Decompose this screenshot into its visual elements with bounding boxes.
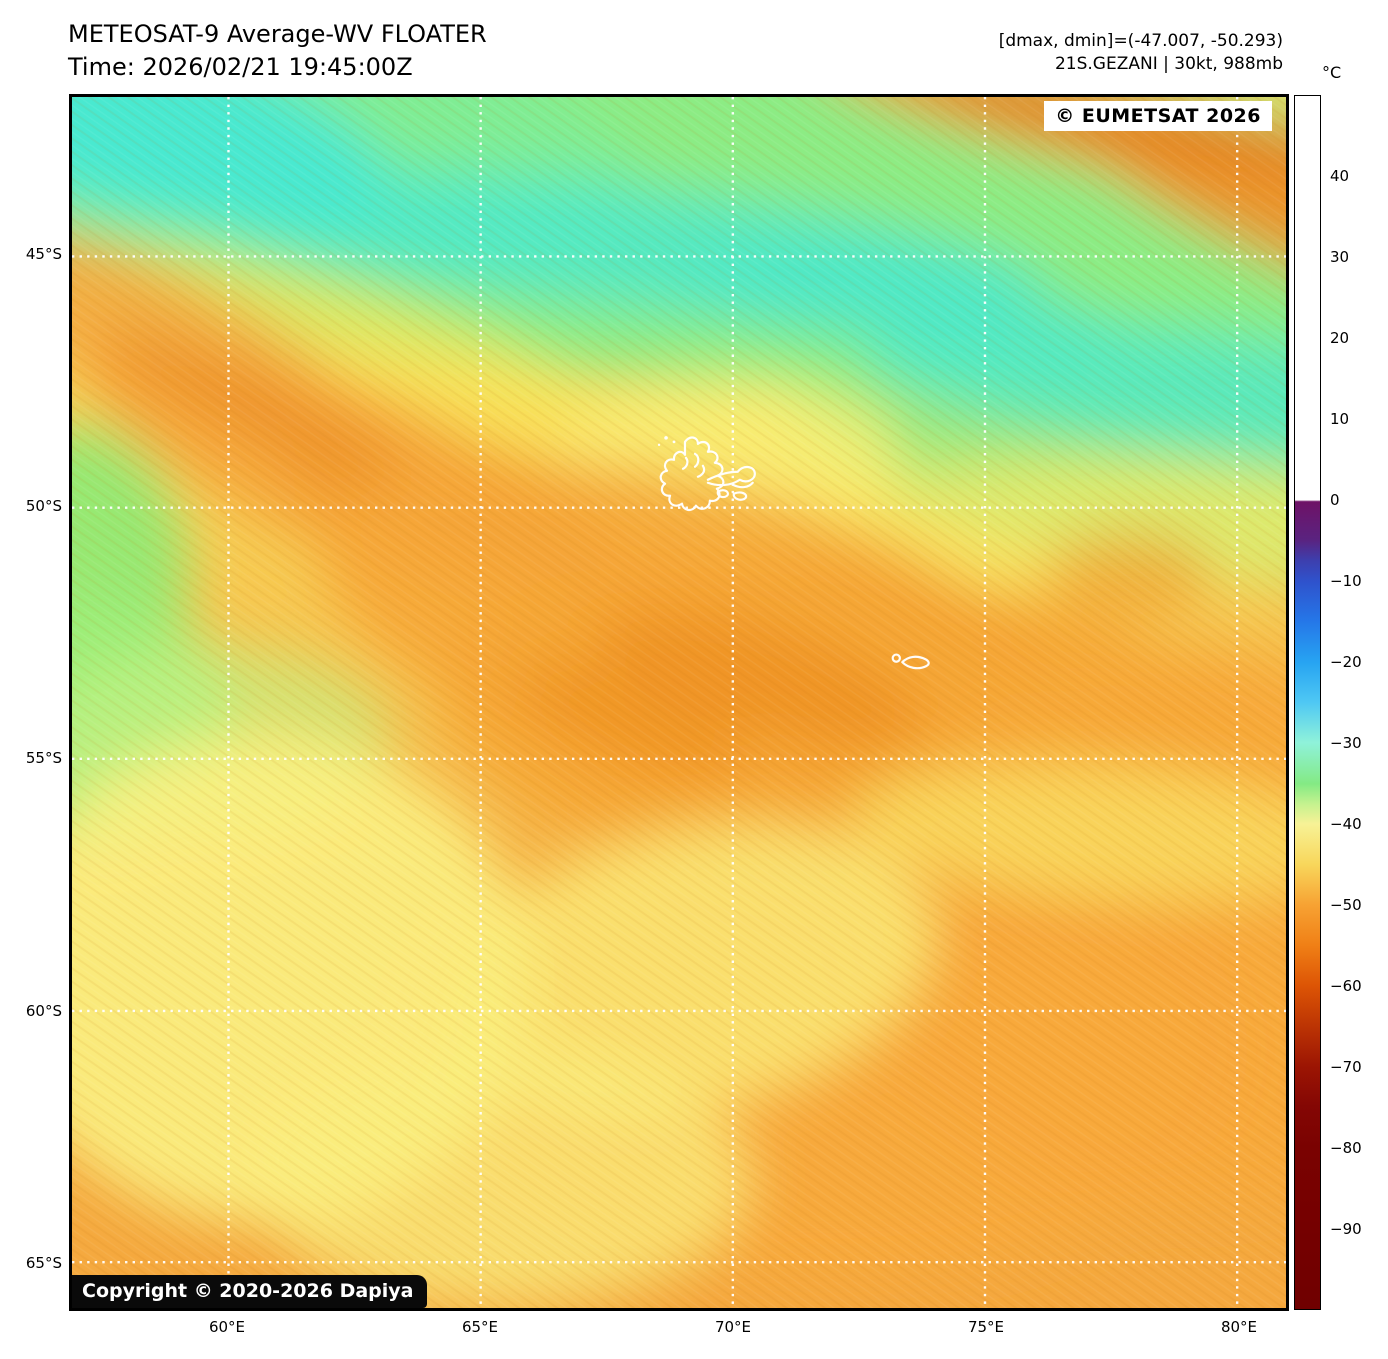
colorbar-unit-label: °C [1322,63,1342,82]
y-axis-tick-label: 55°S [25,749,62,767]
colorbar-tick-label: 40 [1330,167,1350,185]
header-info-block: [dmax, dmin]=(-47.007, -50.293) 21S.GEZA… [999,30,1283,76]
colorbar-tick-label: −70 [1330,1058,1362,1076]
colorbar-tick-label: −60 [1330,977,1362,995]
colorbar-tick-label: −50 [1330,896,1362,914]
kerguelen-island-outline [657,436,756,512]
y-axis-tick-label: 50°S [25,497,62,515]
colorbar-tick-label: −90 [1330,1220,1362,1238]
x-axis-tick-label: 60°E [208,1318,246,1336]
header-title-block: METEOSAT-9 Average-WV FLOATER Time: 2026… [68,18,487,84]
storm-info: 21S.GEZANI | 30kt, 988mb [1054,54,1283,74]
colorbar-tick-label: −20 [1330,653,1362,671]
y-axis-tick-label: 45°S [25,245,62,263]
x-axis-tick-label: 80°E [1220,1318,1258,1336]
y-axis-tick-label: 65°S [25,1254,62,1272]
colorbar-tick-label: −80 [1330,1139,1362,1157]
colorbar-tick-label: −30 [1330,734,1362,752]
colorbar-tick-label: 0 [1330,491,1340,509]
map-gridlines [72,97,1286,1308]
heard-island-outline [891,653,930,670]
colorbar-tick-label: 30 [1330,248,1350,266]
colorbar-tick-label: −10 [1330,572,1362,590]
satellite-map: © EUMETSAT 2026 Copyright © 2020-2026 Da… [69,94,1289,1311]
temperature-colorbar [1294,95,1321,1310]
wv-satellite-image [72,97,1286,1308]
page-title: METEOSAT-9 Average-WV FLOATER [68,20,487,48]
wv-texture-overlay [72,97,1286,1308]
x-axis-tick-label: 65°E [461,1318,499,1336]
y-axis-tick-label: 60°S [25,1002,62,1020]
x-axis-tick-label: 70°E [714,1318,752,1336]
colorbar-tick-label: 20 [1330,329,1350,347]
colorbar-tick-label: 10 [1330,410,1350,428]
colorbar-tick-label: −40 [1330,815,1362,833]
timestamp: Time: 2026/02/21 19:45:00Z [68,53,413,81]
eumetsat-credit-badge: © EUMETSAT 2026 [1044,101,1272,131]
x-axis-tick-label: 75°E [967,1318,1005,1336]
dmax-dmin-readout: [dmax, dmin]=(-47.007, -50.293) [998,31,1283,51]
copyright-badge: Copyright © 2020-2026 Dapiya [72,1275,428,1308]
